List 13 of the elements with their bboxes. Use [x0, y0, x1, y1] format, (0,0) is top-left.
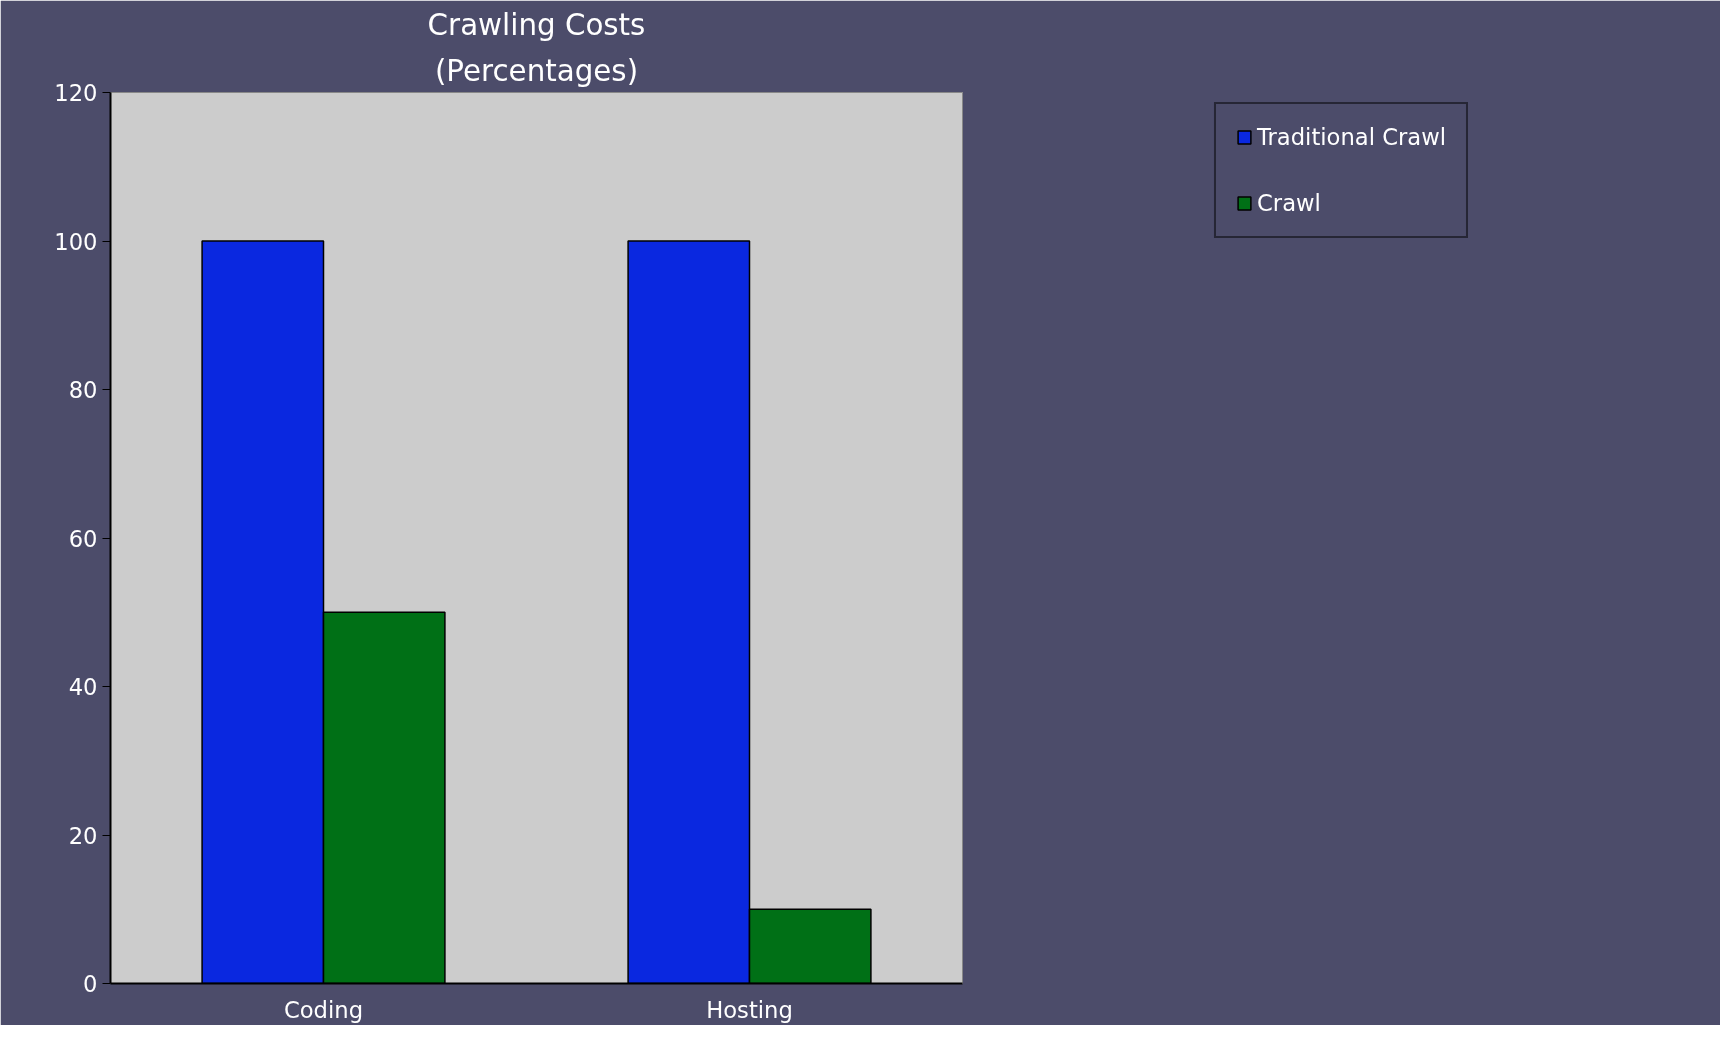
y-tick-label: 40 — [68, 674, 98, 700]
chart-subtitle: (Percentages) — [434, 53, 639, 88]
y-tick-label: 120 — [54, 80, 98, 106]
y-tick-label: 100 — [54, 228, 98, 255]
y-tick-label: 60 — [68, 525, 98, 552]
legend-label: Traditional Crawl — [1256, 124, 1447, 150]
y-tick-label: 80 — [68, 377, 98, 403]
x-tick-label: Hosting — [706, 996, 793, 1023]
x-tick-label: Coding — [283, 996, 364, 1023]
y-tick-label: 20 — [68, 822, 98, 849]
chart-title: Crawling Costs — [427, 7, 646, 42]
y-tick-label: 0 — [83, 971, 98, 997]
legend-label: Crawl — [1256, 190, 1321, 216]
